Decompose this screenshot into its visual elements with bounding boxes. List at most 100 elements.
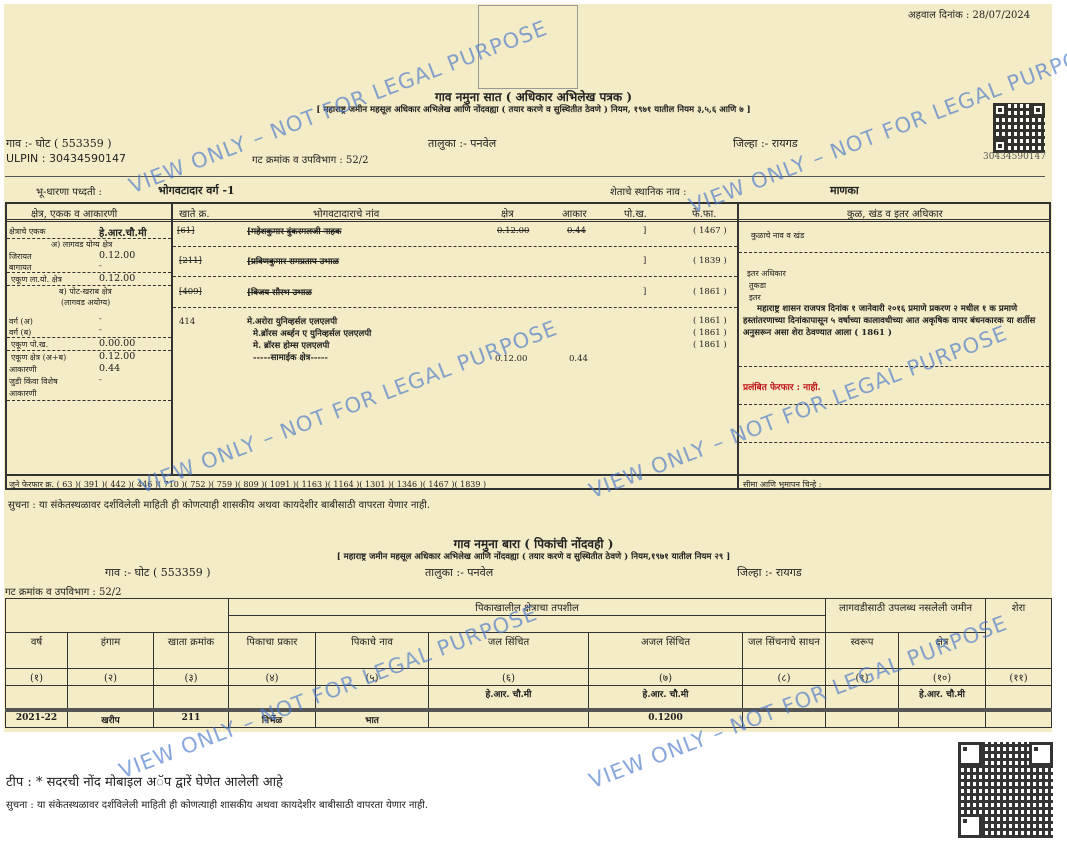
cell-crop-type: निर्भेळ	[228, 709, 317, 728]
current-ff: ( 1861 )	[693, 328, 727, 338]
col-season: हंगाम	[67, 632, 154, 669]
dotted-line	[173, 276, 737, 277]
total-cult-value: 0.12.00	[99, 273, 136, 284]
owner-khate: [211]	[179, 256, 202, 266]
owner-akar: 0.44	[567, 226, 586, 236]
form12-taluka: तालुका :- पनवेल	[425, 566, 494, 579]
owner-pokh: ]	[643, 226, 647, 236]
cell-irrigated	[428, 709, 590, 728]
cell-crop-name: भात	[315, 709, 430, 728]
cell-area	[898, 709, 987, 728]
current-owner: मे. ब्रॉरस होम्स एलएलपी	[253, 341, 330, 351]
rights-note: महाराष्ट्र शासन राजपत्र दिनांक १ जानेवार…	[743, 304, 1036, 338]
owner-ff: ( 1467 )	[693, 226, 727, 236]
owner-pokh: ]	[643, 256, 647, 266]
total-cult-label: एकूण ला.यो. क्षेत्र	[11, 275, 62, 284]
total-area-label: एकूण क्षेत्र (अ+ब)	[11, 353, 67, 362]
jirayat-value: 0.12.00	[99, 250, 136, 261]
col-area: क्षेत्र	[898, 632, 987, 669]
current-owner: मे.अरोरा युनिव्हर्सल एलएलपी	[247, 317, 338, 327]
owner-ff: ( 1839 )	[693, 256, 727, 266]
col-number: (४)	[228, 668, 317, 686]
dotted-line	[739, 442, 1049, 443]
header-area: क्षेत्र, एकक व आकारणी	[31, 209, 118, 220]
current-ff: ( 1861 )	[693, 316, 727, 326]
district: जिल्हा :- रायगड	[733, 137, 798, 150]
pot-sublabel: (लागवड अयोग्य)	[61, 298, 111, 307]
header-khate: खाते क्र.	[179, 209, 210, 220]
form7-subtitle: [ महाराष्ट्र जमीन महसूल अधिकार अभिलेख आण…	[316, 105, 751, 115]
owner-ff: ( 1861 )	[693, 287, 727, 297]
unit-irrigated: हे.आर. चौ.मी	[428, 685, 590, 710]
cell-year: 2021-22	[5, 709, 68, 728]
tenant-label: कुळाचे नाव व खंड	[751, 231, 805, 240]
cell-nature	[825, 709, 900, 728]
col-number: (२)	[67, 668, 154, 686]
header-kshetra: क्षेत्र	[501, 209, 514, 220]
taluka: तालुका :- पनवेल	[428, 137, 497, 150]
cell-khata: 211	[152, 709, 230, 728]
unit-value: हे.आर.चौ.मी	[99, 228, 147, 239]
varga-b-label: वर्ग (ब)	[9, 328, 32, 337]
header-rights: कुळ, खंड व इतर अधिकार	[847, 209, 943, 220]
table-row: 2021-22 खरीप 211 निर्भेळ भात 0.1200	[5, 709, 1053, 728]
footer-divider	[7, 474, 1049, 476]
dotted-line	[739, 404, 1049, 405]
owner-khate: [409]	[179, 287, 202, 297]
owner-name: [महेशकुमार दुंकरमलजी नाहक	[247, 227, 342, 237]
form12-gat: गट क्रमांक व उपविभाग : 52/2	[5, 587, 122, 598]
column-numbers: (१) (२) (३) (४) (५) (६) (७) (८) (९) (१०) (११)	[5, 668, 1053, 686]
joint-area-label: -----सामाईक क्षेत्र-----	[253, 353, 328, 363]
owner-area: 0.12.00	[497, 226, 530, 236]
cell-season: खरीप	[67, 709, 154, 728]
dotted-line	[7, 400, 171, 401]
header-akar: आकार	[562, 209, 587, 220]
notice-1: सुचना : या संकेतस्थळावर दर्शविलेली माहित…	[8, 500, 431, 511]
qr-code-bottom	[958, 742, 1053, 838]
col-number: (७)	[588, 668, 744, 686]
qr-number: 30434590147	[983, 152, 1046, 162]
rights-record-table: क्षेत्र, एकक व आकारणी खाते क्र. भोगवटादा…	[5, 202, 1051, 490]
pending-mutations: प्रलंबित फेरफार : नाही.	[743, 383, 821, 393]
form12-subtitle: [ महाराष्ट्र जमीन महसूल अधिकार अभिलेख आण…	[336, 552, 731, 562]
col-divider	[737, 204, 739, 490]
col-year: वर्ष	[5, 632, 68, 669]
col-khata: खाता क्रमांक	[152, 632, 230, 669]
col-irrigation-source: जल सिंचनाचे साधन	[742, 632, 827, 669]
unit-label: क्षेत्राचे एकक	[9, 227, 46, 236]
tukda-label: तुकडा	[749, 281, 767, 290]
bagayat-label: बागायत	[9, 263, 32, 272]
form12-title: गाव नमुना बारा ( पिकांची नोंदवही )	[453, 537, 614, 551]
header-ff: फे.फा.	[692, 209, 717, 220]
table-header	[7, 204, 1049, 222]
col-number: (३)	[152, 668, 230, 686]
pot-label: ब) पोट-खराब क्षेत्र	[59, 287, 112, 296]
local-name-value: माणका	[830, 184, 859, 197]
varga-a-value: -	[99, 314, 102, 323]
dotted-line	[173, 246, 737, 247]
unit-area: हे.आर. चौ.मी	[898, 685, 987, 710]
dotted-line	[173, 307, 737, 308]
dotted-line	[739, 252, 1049, 253]
current-area: 0.12.00	[495, 354, 528, 364]
current-khate: 414	[179, 317, 196, 327]
old-mutations: जुने फेरफार क्र. ( 63 )( 391 )( 442 )( 4…	[9, 480, 487, 489]
footer-notice: सुचना : या संकेतस्थळावर दर्शविलेली माहित…	[6, 800, 429, 811]
col-unirrigated: अजल सिंचित	[588, 632, 744, 669]
current-akar: 0.44	[569, 354, 588, 364]
itar-label: इतर	[749, 293, 761, 302]
boundary-label: सीमा आणि भुमापन चिन्हे :	[743, 480, 822, 489]
jirayat-label: जिरायत	[9, 252, 32, 261]
gat-number: गट क्रमांक व उपविभाग : 52/2	[252, 155, 369, 166]
total-area-value: 0.12.00	[99, 351, 136, 362]
dotted-line	[739, 366, 1049, 367]
varga-b-value: -	[99, 325, 102, 334]
header-name: भोगवटादाराचे नांव	[313, 209, 380, 220]
crop-register-table: पिकाखालील क्षेत्राचा तपशील लागवडीसाठी उपल…	[4, 598, 1053, 728]
unit-unirrigated: हे.आर. चौ.मी	[588, 685, 744, 710]
judi-label: जुडी किंवा विशेष	[9, 377, 58, 386]
bagayat-value: -	[99, 261, 102, 270]
footer-tip: टीप : * सदरची नोंद मोबाइल अॅप द्वारें घे…	[6, 775, 283, 790]
photo-box	[478, 5, 578, 89]
owner-khate: [61]	[177, 226, 195, 236]
